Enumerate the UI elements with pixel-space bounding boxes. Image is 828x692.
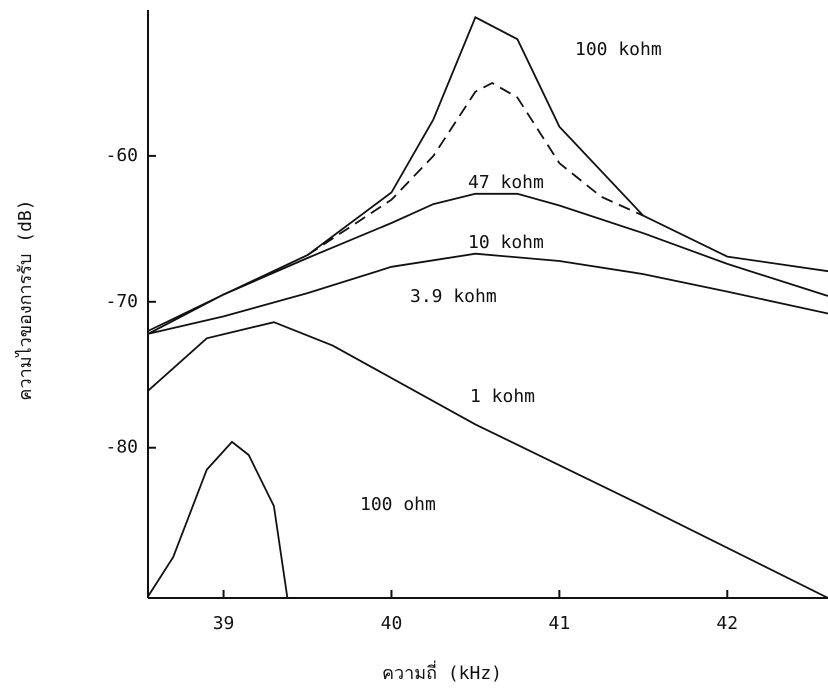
curve-label: 10 kohm bbox=[468, 232, 544, 253]
curve-label: 100 kohm bbox=[575, 39, 662, 60]
x-tick-label: 42 bbox=[716, 613, 738, 634]
x-axis-label: ความถี่ (kHz) bbox=[382, 660, 502, 684]
curve bbox=[147, 321, 828, 599]
y-tick-label: -80 bbox=[105, 437, 138, 458]
y-axis-label: ความไวของการรับ (dB) bbox=[14, 199, 36, 400]
x-tick-label: 40 bbox=[381, 613, 403, 634]
x-tick-label: 39 bbox=[213, 613, 235, 634]
curve-label: 1 kohm bbox=[470, 386, 535, 407]
curve-label: 100 ohm bbox=[360, 494, 436, 515]
y-tick-label: -70 bbox=[105, 291, 138, 312]
curve bbox=[307, 81, 644, 256]
curve bbox=[147, 440, 289, 599]
curve-label: 47 kohm bbox=[468, 172, 544, 193]
curve-label: 3.9 kohm bbox=[410, 286, 497, 307]
x-tick-label: 41 bbox=[549, 613, 571, 634]
curve bbox=[147, 252, 828, 335]
y-tick-label: -60 bbox=[105, 145, 138, 166]
curve bbox=[147, 192, 828, 335]
curve bbox=[147, 16, 828, 332]
